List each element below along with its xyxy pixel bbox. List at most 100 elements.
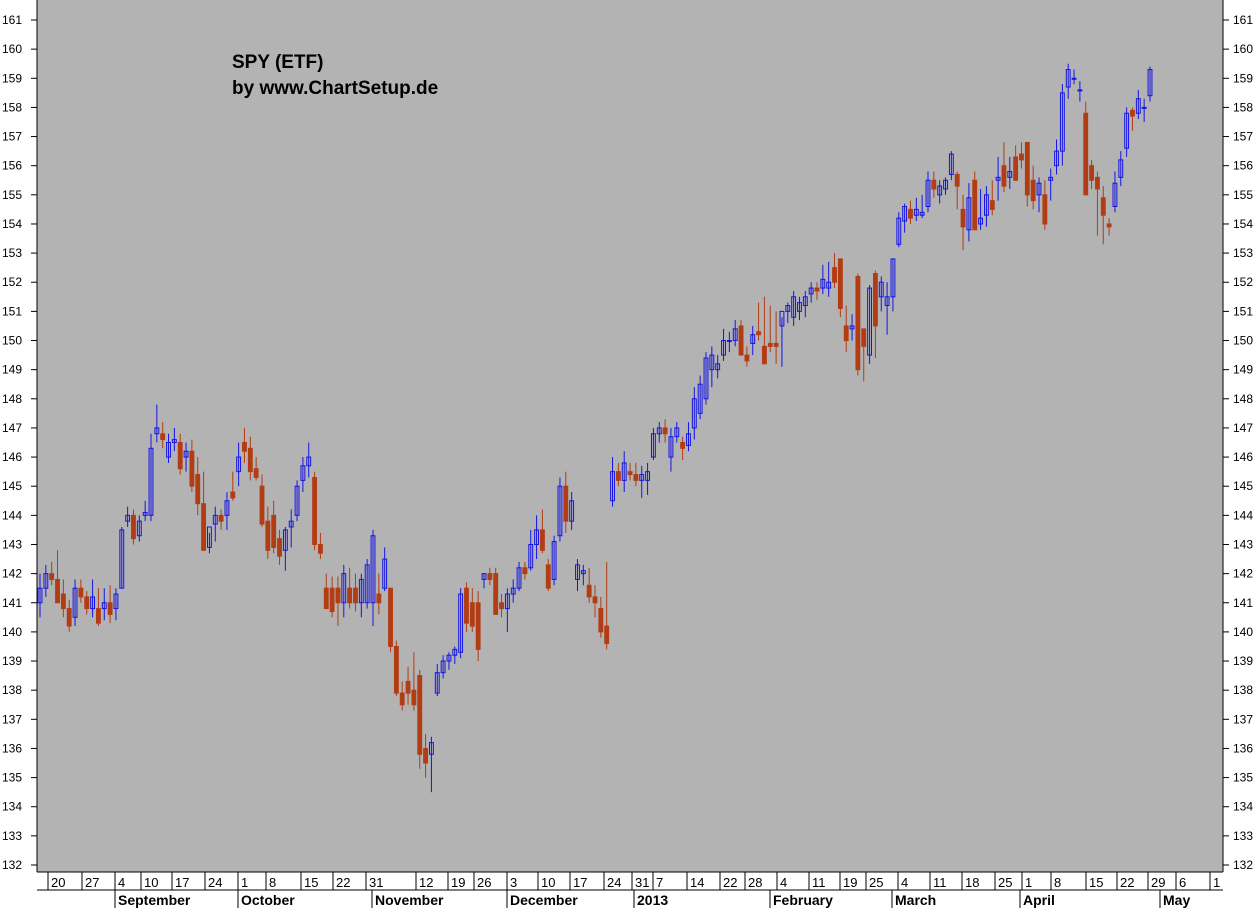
candle-body: [954, 173, 960, 187]
x-tick-label: 27: [85, 875, 99, 890]
candle-body: [206, 526, 212, 548]
candle-body: [797, 302, 802, 312]
candle-body: [312, 476, 318, 545]
x-tick-label: 12: [419, 875, 433, 890]
candle-body: [166, 442, 171, 458]
candle-body: [242, 442, 247, 452]
month-label: May: [1163, 892, 1190, 908]
candle-body: [610, 471, 615, 502]
y-tick-label-left: 151: [2, 304, 22, 318]
y-tick-label-right: 156: [1233, 159, 1253, 173]
y-tick-label-right: 152: [1233, 275, 1253, 289]
candle-body: [1147, 69, 1153, 97]
y-tick-label-left: 144: [2, 508, 22, 522]
x-tick-label: 24: [208, 875, 222, 890]
x-tick-label: 22: [723, 875, 737, 890]
candle-body: [814, 287, 820, 292]
x-tick-label: 25: [869, 875, 883, 890]
candle-body: [528, 543, 534, 569]
y-tick-label-right: 133: [1233, 829, 1253, 843]
x-tick-label: 17: [175, 875, 189, 890]
y-tick-label-left: 136: [2, 741, 22, 755]
candle-body: [1106, 223, 1112, 228]
candle-body: [1083, 112, 1089, 196]
x-tick-label: 19: [843, 875, 857, 890]
y-tick-label-right: 140: [1233, 625, 1253, 639]
candle-body: [160, 433, 166, 441]
candle-body: [265, 520, 271, 551]
month-label: April: [1023, 892, 1055, 908]
candle-body: [785, 305, 791, 312]
y-tick-label-right: 148: [1233, 392, 1253, 406]
candle-body: [983, 194, 989, 216]
y-tick-label-left: 152: [2, 275, 22, 289]
candle-body: [154, 427, 160, 435]
y-tick-label-left: 132: [2, 858, 22, 872]
candle-body: [709, 354, 715, 371]
x-tick-label: 8: [1054, 875, 1061, 890]
candle-body: [90, 596, 96, 610]
candle-body: [131, 514, 136, 540]
candle-body: [49, 573, 55, 580]
candle-body: [662, 427, 668, 435]
candle-body: [148, 447, 154, 516]
x-tick-label: 7: [656, 875, 663, 890]
candle-body: [516, 567, 522, 589]
y-tick-label-right: 143: [1233, 537, 1253, 551]
candle-body: [703, 357, 709, 400]
candle-body: [259, 485, 265, 525]
candle-body: [1141, 106, 1147, 109]
candle-body: [177, 442, 183, 470]
candle-body: [1094, 176, 1100, 190]
candle-body: [726, 340, 732, 343]
x-tick-label: 20: [51, 875, 65, 890]
x-tick-label: 11: [812, 875, 826, 890]
y-tick-label-right: 137: [1233, 712, 1253, 726]
candle-body: [1077, 89, 1083, 92]
candle-body: [756, 331, 762, 336]
candle-body: [931, 179, 937, 190]
candle-body: [919, 211, 925, 216]
candle-body: [867, 287, 873, 356]
candle-body: [592, 596, 598, 604]
x-tick-label: 15: [1089, 875, 1103, 890]
y-tick-label-right: 139: [1233, 654, 1253, 668]
candle-body: [417, 675, 423, 755]
y-tick-label-right: 138: [1233, 683, 1253, 697]
candle-body: [370, 535, 376, 604]
candle-body: [1042, 194, 1048, 225]
candle-body: [738, 325, 744, 356]
y-tick-label-right: 144: [1233, 508, 1253, 522]
candle-body: [884, 296, 890, 307]
candle-body: [878, 281, 884, 298]
x-tick-label: 29: [1151, 875, 1165, 890]
candle-body: [656, 427, 662, 435]
candle-body: [1135, 98, 1141, 114]
candle-body: [475, 602, 481, 650]
candle-body: [1013, 156, 1019, 181]
candle-body: [1065, 69, 1071, 88]
x-tick-label: 17: [573, 875, 587, 890]
candle-body: [405, 680, 411, 694]
candle-body: [1001, 165, 1007, 187]
y-tick-label-left: 154: [2, 217, 22, 231]
x-tick-label: 19: [451, 875, 465, 890]
y-tick-label-left: 137: [2, 712, 22, 726]
candle-body: [1054, 150, 1059, 167]
y-tick-label-left: 146: [2, 450, 22, 464]
candle-body: [551, 541, 557, 580]
candle-body: [849, 325, 855, 330]
x-tick-label: 24: [607, 875, 621, 890]
month-label: February: [773, 892, 833, 908]
candle-body: [978, 217, 984, 225]
candle-body: [247, 447, 253, 473]
candle-body: [575, 564, 580, 580]
y-tick-label-right: 154: [1233, 217, 1253, 231]
candle-body: [627, 471, 633, 476]
candle-body: [504, 593, 510, 610]
candle-body: [487, 573, 493, 580]
x-tick-label: 3: [510, 875, 517, 890]
candle-body: [1019, 153, 1024, 161]
y-axis-right: 132 133 134 135 136 137 138 139 140 141 142 143 144 1…: [1222, 0, 1253, 872]
